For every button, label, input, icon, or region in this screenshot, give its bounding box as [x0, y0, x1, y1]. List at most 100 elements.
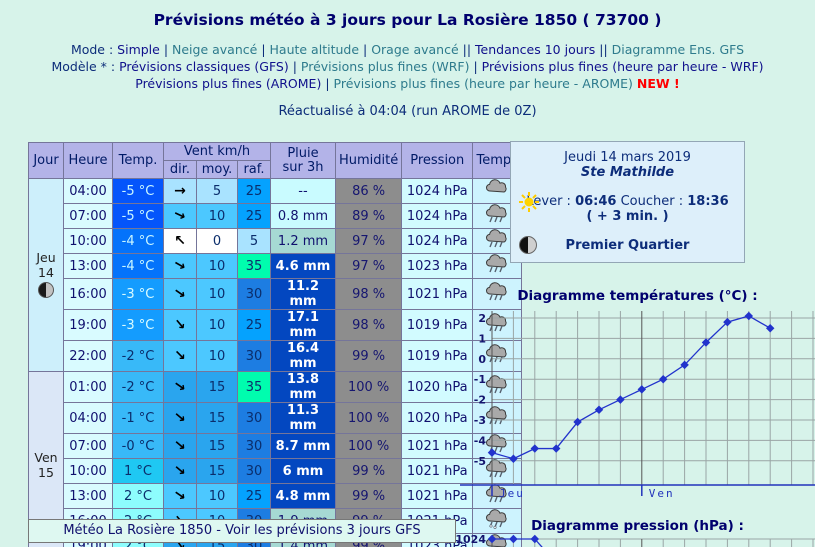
sunset-label: Coucher : — [620, 194, 688, 209]
nav-separator: | — [288, 59, 301, 74]
temp-cell: -4 °C — [112, 253, 164, 279]
wind-raf-cell: 25 — [237, 203, 271, 229]
pressure-cell: 1021 hPa — [401, 278, 474, 310]
nav-link-orage-avance[interactable]: Orage avancé — [371, 42, 459, 57]
wind-dir-cell: ↘ — [163, 371, 197, 403]
svg-text:-2: -2 — [474, 394, 486, 407]
wind-moy-cell: 15 — [196, 371, 238, 403]
nav-link-neige-avance[interactable]: Neige avancé — [172, 42, 258, 57]
wind-dir-cell: ↘ — [163, 433, 197, 459]
heure-cell: 22:00 — [63, 340, 113, 372]
weather-icon-cell — [472, 533, 523, 547]
wind-direction-arrow-icon: ↘ — [173, 316, 187, 334]
sun-icon — [519, 192, 539, 216]
forecast-row: 22:00 -2 °C ↘ 10 30 16.4 mm 99 % 1019 hPa — [29, 340, 523, 372]
col-header-pluie: Pluie sur 3h — [270, 142, 336, 179]
humidity-cell: 97 % — [334, 253, 403, 279]
forecast-row: Ven 15 01:00 -2 °C ↘ 15 35 13.8 mm 100 % 1020 hPa — [28, 371, 523, 547]
forecast-row: 16:00 -3 °C ↘ 10 30 11.2 mm 98 % 1021 hPa — [29, 278, 523, 310]
heure-cell: 04:00 — [63, 178, 113, 204]
wind-dir-cell: ↘ — [163, 203, 197, 229]
wind-dir-cell: ↖ — [163, 228, 197, 254]
nav-link-previsions-classiques-gfs[interactable]: Prévisions classiques (GFS) — [119, 59, 289, 74]
heure-cell: 13:00 — [63, 253, 113, 279]
temp-cell: -3 °C — [112, 278, 164, 310]
forecast-row: 07:00 -5 °C ↘ 10 25 0.8 mm 89 % 1024 hPa — [29, 203, 523, 229]
temperature-chart: 2 1 0 -1 -2 -3 -4 -5 Jeu Ven — [460, 311, 815, 500]
wind-raf-cell: 25 — [237, 309, 271, 341]
humidity-cell: 86 % — [334, 178, 403, 204]
nav-link-simple[interactable]: Simple — [117, 42, 160, 57]
nav-link-previsions-hph-wrf[interactable]: Prévisions plus fines (heure par heure -… — [481, 59, 764, 74]
wind-moy-cell: 10 — [196, 253, 238, 279]
temp-cell: -2 °C — [112, 371, 164, 403]
date-label: Jeudi 14 mars 2019 — [564, 150, 691, 165]
wind-dir-cell: ↘ — [163, 483, 197, 509]
nav-link-previsions-arome[interactable]: Prévisions plus fines (AROME) — [135, 76, 322, 91]
svg-text:-3: -3 — [474, 414, 486, 427]
wind-raf-cell: 30 — [237, 340, 271, 372]
heure-cell: 01:00 — [63, 371, 113, 403]
humidity-cell: 100 % — [334, 402, 403, 434]
rain-cell: 17.1 mm — [270, 309, 336, 341]
wind-raf-cell: 30 — [237, 458, 271, 484]
pressure-cell: 1021 hPa — [401, 483, 474, 509]
temp-cell: -5 °C — [112, 203, 164, 229]
nav-line-mode: Mode : Simple | Neige avancé | Haute alt… — [0, 42, 815, 57]
pressure-cell: 1019 hPa — [401, 340, 474, 372]
wind-moy-cell: 0 — [196, 228, 238, 254]
humidity-cell: 98 % — [334, 278, 403, 310]
sunrise-label: Lever : — [526, 194, 576, 209]
wind-direction-arrow-icon: ↘ — [173, 437, 187, 455]
sunrise-time: 06:46 — [575, 194, 617, 209]
nav-link-diagramme-ens-gfs[interactable]: Diagramme Ens. GFS — [611, 42, 745, 57]
rain-cell: 6 mm — [270, 458, 336, 484]
nav-separator: | — [321, 76, 334, 91]
wind-moy-cell: 5 — [196, 178, 238, 204]
wind-direction-arrow-icon: ↘ — [173, 462, 187, 480]
rain-cell: 1.2 mm — [270, 228, 336, 254]
temp-cell: -0 °C — [112, 433, 164, 459]
pressure-chart-title: Diagramme pression (hPa) : — [531, 518, 744, 534]
day-cell-ven: Ven 15 — [28, 371, 64, 547]
nav-link-previsions-plus-fines-wrf[interactable]: Prévisions plus fines (WRF) — [300, 59, 470, 74]
wind-direction-arrow-icon: ↖ — [174, 233, 186, 249]
moon-icon — [519, 236, 537, 258]
humidity-cell: 97 % — [334, 228, 403, 254]
humidity-cell: 100 % — [334, 371, 403, 403]
wind-raf-cell: 35 — [237, 253, 271, 279]
weather-icon-cell — [472, 508, 523, 534]
rain-cell: 11.2 mm — [270, 278, 336, 310]
weather-icon-cell — [472, 340, 523, 372]
wind-direction-arrow-icon: → — [174, 183, 186, 199]
heure-cell: 10:00 — [63, 228, 113, 254]
nav-link-tendances-10-jours[interactable]: Tendances 10 jours — [475, 42, 596, 57]
temp-cell: 2 °C — [112, 483, 164, 509]
nav-link-haute-altitude[interactable]: Haute altitude — [269, 42, 360, 57]
wind-direction-arrow-icon: ↘ — [172, 378, 188, 396]
pressure-cell: 1021 hPa — [401, 433, 474, 459]
nav-separator: | — [257, 42, 270, 57]
col-header-dir: dir. — [163, 160, 197, 179]
forecast-row: 04:00 -1 °C ↘ 15 30 11.3 mm 100 % 1020 hPa — [29, 402, 523, 434]
forecast-row: 19:00 -3 °C ↘ 10 25 17.1 mm 98 % 1019 hPa — [29, 309, 523, 341]
heure-cell: 13:00 — [63, 483, 113, 509]
pressure-cell: 1024 hPa — [401, 228, 474, 254]
heure-cell: 07:00 — [63, 433, 113, 459]
footer-gfs-link[interactable]: Météo La Rosière 1850 - Voir les prévisi… — [28, 519, 456, 543]
wind-direction-arrow-icon: ↘ — [171, 206, 189, 226]
weather-icon-cell — [472, 278, 523, 310]
wind-direction-arrow-icon: ↘ — [173, 409, 187, 427]
rain-cell: 13.8 mm — [270, 371, 336, 403]
heure-cell: 19:00 — [63, 309, 113, 341]
humidity-cell: 100 % — [334, 433, 403, 459]
temp-cell: -4 °C — [112, 228, 164, 254]
nav-link-previsions-hph-arome[interactable]: Prévisions plus fines (heure par heure -… — [333, 76, 633, 91]
svg-text:0: 0 — [478, 353, 486, 366]
forecast-row: 10:00 1 °C ↘ 15 30 6 mm 99 % 1021 hPa — [29, 458, 523, 484]
rain-icon — [484, 229, 510, 253]
pluie-line2: sur 3h — [282, 159, 324, 175]
humidity-cell: 98 % — [334, 309, 403, 341]
weather-icon-cell — [472, 483, 523, 509]
